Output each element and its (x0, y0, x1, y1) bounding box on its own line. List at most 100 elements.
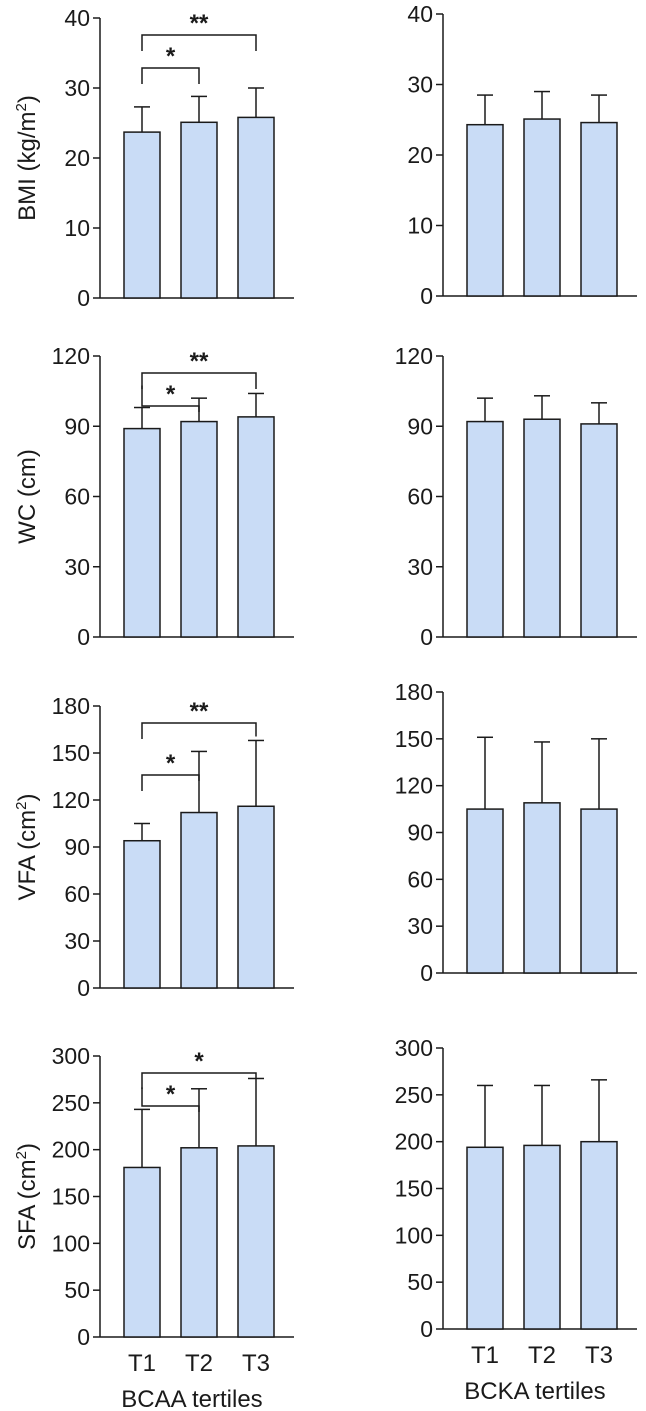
y-tick-label: 50 (64, 1277, 90, 1303)
y-tick-label: 120 (52, 343, 90, 369)
y-tick-label: 60 (64, 881, 90, 907)
y-tick-label: 20 (64, 145, 90, 171)
y-tick-label: 90 (407, 820, 433, 846)
y-tick-label: 150 (52, 740, 90, 766)
bar (180, 811, 218, 989)
significance-bracket (141, 34, 257, 51)
y-tick-label: 300 (395, 1035, 433, 1061)
y-tick-label: 100 (395, 1222, 433, 1248)
significance-bracket (141, 722, 257, 739)
y-tick-label: 60 (407, 484, 433, 510)
bar (123, 1166, 161, 1338)
y-tick-label: 30 (407, 913, 433, 939)
bar (237, 1145, 275, 1338)
y-tick-label: 30 (64, 928, 90, 954)
significance-bracket (141, 774, 200, 791)
significance-label: * (194, 1048, 204, 1075)
y-tick-label: 0 (77, 624, 90, 650)
bar (180, 420, 218, 638)
y-tick-label: 10 (407, 213, 433, 239)
bar (580, 423, 618, 638)
y-tick-label: 150 (395, 726, 433, 752)
y-tick-label: 0 (77, 975, 90, 1001)
y-tick-label: 10 (64, 215, 90, 241)
y-tick-label: 0 (420, 283, 433, 309)
x-tick-label: T1 (471, 1342, 499, 1369)
significance-bracket (141, 67, 200, 84)
significance-label: * (166, 750, 176, 777)
y-tick-label: 200 (52, 1137, 90, 1163)
y-axis-label: WC (cm) (14, 449, 41, 544)
y-axis-label: BMI (kg/m2) (13, 95, 41, 221)
panel-sfa-bcka: 0 50 100 150 200 250 300 T1 T2 T3 BCKA tertiles (395, 1035, 637, 1405)
y-tick-label: 150 (52, 1184, 90, 1210)
y-tick-label: 0 (77, 1324, 90, 1350)
y-tick-label: 30 (407, 554, 433, 580)
bar (523, 118, 561, 297)
significance-label: * (166, 381, 176, 408)
y-tick-label: 0 (77, 285, 90, 311)
y-tick-label: 300 (52, 1043, 90, 1069)
y-tick-label: 40 (407, 1, 433, 27)
bar (123, 131, 161, 299)
y-tick-label: 120 (395, 773, 433, 799)
bar (580, 121, 618, 297)
y-tick-label: 50 (407, 1269, 433, 1295)
y-tick-label: 0 (420, 624, 433, 650)
y-axis-label: SFA (cm2) (13, 1143, 41, 1250)
bar (466, 420, 504, 638)
panel-wc-bcka: 0 30 60 90 120 (395, 343, 637, 650)
y-tick-label: 20 (407, 142, 433, 168)
y-tick-label: 200 (395, 1129, 433, 1155)
y-tick-label: 90 (407, 413, 433, 439)
y-tick-label: 60 (407, 866, 433, 892)
significance-label: ** (190, 348, 209, 375)
significance-label: * (166, 1081, 176, 1108)
bar (580, 1140, 618, 1330)
bar (523, 1144, 561, 1330)
x-tick-label: T3 (585, 1342, 613, 1369)
x-axis-label: BCKA tertiles (464, 1378, 605, 1405)
bar (580, 808, 618, 974)
x-tick-label: T2 (528, 1342, 556, 1369)
y-axis-label: VFA (cm2) (13, 793, 41, 900)
y-tick-label: 180 (395, 679, 433, 705)
y-tick-label: 100 (52, 1230, 90, 1256)
y-tick-label: 40 (64, 5, 90, 31)
x-axis-label: BCAA tertiles (121, 1386, 262, 1411)
y-tick-label: 90 (64, 413, 90, 439)
y-tick-label: 150 (395, 1176, 433, 1202)
y-tick-label: 250 (395, 1082, 433, 1108)
panel-sfa-bcaa: 0 50 100 150 200 250 300 * * SFA (cm2) T1 T2 T3 BCAA … (13, 1043, 294, 1411)
y-tick-label: 0 (420, 960, 433, 986)
bar (523, 802, 561, 974)
significance-label: * (166, 43, 176, 70)
x-tick-label: T1 (128, 1350, 156, 1377)
y-tick-label: 120 (395, 343, 433, 369)
y-tick-label: 120 (52, 787, 90, 813)
bar (523, 418, 561, 638)
y-tick-label: 30 (64, 554, 90, 580)
x-tick-label: T3 (242, 1350, 270, 1377)
bar (466, 123, 504, 297)
significance-bracket (141, 1087, 200, 1112)
y-tick-label: 90 (64, 834, 90, 860)
y-tick-label: 180 (52, 693, 90, 719)
bar (123, 427, 161, 638)
bar (237, 805, 275, 989)
y-tick-label: 60 (64, 484, 90, 510)
y-tick-label: 30 (64, 75, 90, 101)
bar (466, 1146, 504, 1330)
bar (123, 839, 161, 989)
significance-label: ** (190, 698, 209, 725)
bar (180, 121, 218, 299)
y-tick-label: 250 (52, 1090, 90, 1116)
significance-bracket (141, 1072, 257, 1089)
significance-bracket (141, 385, 200, 412)
panel-vfa-bcka: 0 30 60 90 120 150 180 (395, 679, 637, 986)
bar (180, 1147, 218, 1338)
